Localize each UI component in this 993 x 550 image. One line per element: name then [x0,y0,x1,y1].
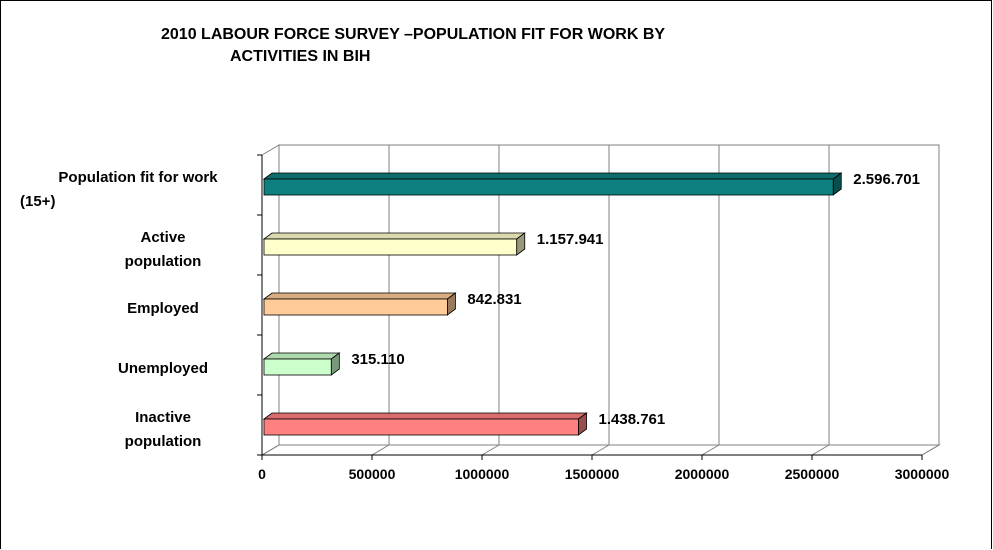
category-label: Inactive [135,409,191,426]
bar-front-face [263,358,332,376]
x-tick-label: 2500000 [785,466,840,482]
bar-unemployed [262,352,341,376]
bar-top-face [262,232,526,240]
bar-end-face [578,412,587,436]
x-tick-label: 0 [258,466,266,482]
floor-gridline [701,444,720,456]
bar-end-face [447,292,456,316]
bar-front-face [263,298,448,316]
x-tick-label: 1000000 [455,466,510,482]
bar-employed [262,292,457,316]
bar-front-face [263,178,834,196]
floor-gridline [371,444,390,456]
bar-front-face [263,418,579,436]
category-label: Active [140,229,185,246]
bar-end-face [516,232,526,256]
data-label: 2.596.701 [853,171,920,188]
category-label: Population fit for work [58,169,218,186]
bar-top-face [262,292,457,300]
category-label: Employed [127,300,199,317]
bar-top-face [262,172,843,180]
chart-labels: 0 500000 1000000 1500000 2000000 2500000 30000… [20,169,949,482]
chart-title-line-1: 2010 LABOUR FORCE SURVEY –POPULATION FIT… [161,26,666,43]
x-tick-label: 1500000 [565,466,620,482]
floor-gridline [811,444,830,456]
data-label: 842.831 [467,291,521,308]
bar-top-face [262,412,588,420]
bar-active-population [262,232,526,256]
data-label: 1.157.941 [537,231,604,248]
chart-title-line-2: ACTIVITIES IN BIH [230,48,371,65]
floor-gridline [921,444,940,456]
bar-end-face [330,352,340,376]
chart-bars [262,172,843,436]
floor-gridline [261,444,280,456]
bar-front-face [263,238,518,256]
x-tick-label: 3000000 [895,466,950,482]
data-label: 1.438.761 [599,411,666,428]
category-label: population [125,253,202,270]
bar-end-face [832,172,842,196]
bar-top-face [262,352,341,360]
bar-population-fit-for-work-15 [262,172,843,196]
floor-gridline [591,444,610,456]
category-label: (15+) [20,193,55,210]
category-label: population [125,433,202,450]
bar-inactive-population [262,412,588,436]
category-label: Unemployed [118,360,208,377]
data-label: 315.110 [351,351,404,368]
x-tick-label: 500000 [349,466,396,482]
x-tick-label: 2000000 [675,466,730,482]
floor-gridline [481,444,500,456]
